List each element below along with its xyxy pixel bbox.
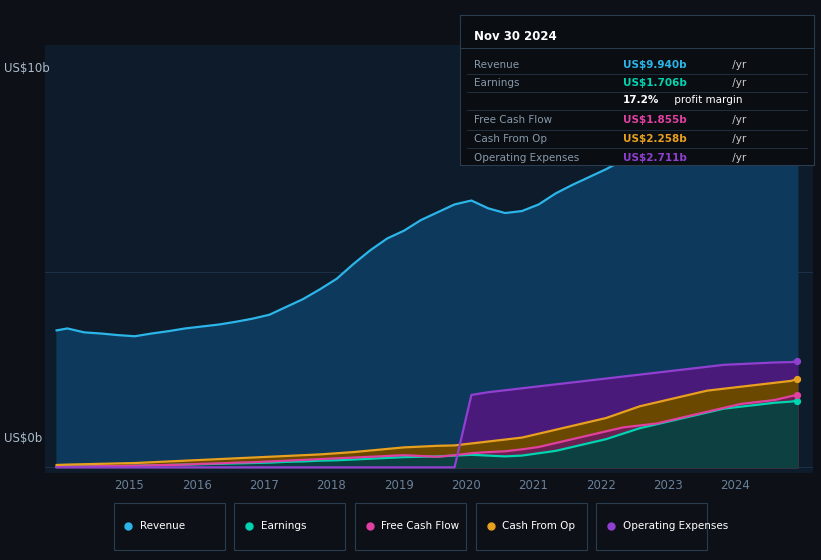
Point [791, 390, 804, 399]
Text: 17.2%: 17.2% [623, 95, 659, 105]
Text: Cash From Op: Cash From Op [474, 134, 547, 144]
Text: US$0b: US$0b [4, 432, 43, 445]
Text: /yr: /yr [729, 115, 746, 125]
Text: Earnings: Earnings [474, 78, 520, 88]
Point [791, 375, 804, 384]
Text: Operating Expenses: Operating Expenses [623, 521, 728, 531]
Text: /yr: /yr [729, 60, 746, 69]
Point [791, 396, 804, 405]
Text: US$1.855b: US$1.855b [623, 115, 686, 125]
Text: US$9.940b: US$9.940b [623, 60, 686, 69]
Text: US$10b: US$10b [4, 62, 50, 74]
Point [791, 74, 804, 83]
Text: Free Cash Flow: Free Cash Flow [382, 521, 460, 531]
Text: Cash From Op: Cash From Op [502, 521, 575, 531]
Text: /yr: /yr [729, 78, 746, 88]
Text: US$2.711b: US$2.711b [623, 153, 687, 163]
Text: profit margin: profit margin [671, 95, 742, 105]
Text: /yr: /yr [729, 134, 746, 144]
Text: US$1.706b: US$1.706b [623, 78, 687, 88]
Text: Revenue: Revenue [474, 60, 519, 69]
Text: Operating Expenses: Operating Expenses [474, 153, 579, 163]
Point [791, 357, 804, 366]
Text: US$2.258b: US$2.258b [623, 134, 686, 144]
Text: Earnings: Earnings [261, 521, 306, 531]
Text: Nov 30 2024: Nov 30 2024 [474, 30, 557, 43]
Text: /yr: /yr [729, 153, 746, 163]
Text: Revenue: Revenue [140, 521, 185, 531]
Text: Free Cash Flow: Free Cash Flow [474, 115, 552, 125]
